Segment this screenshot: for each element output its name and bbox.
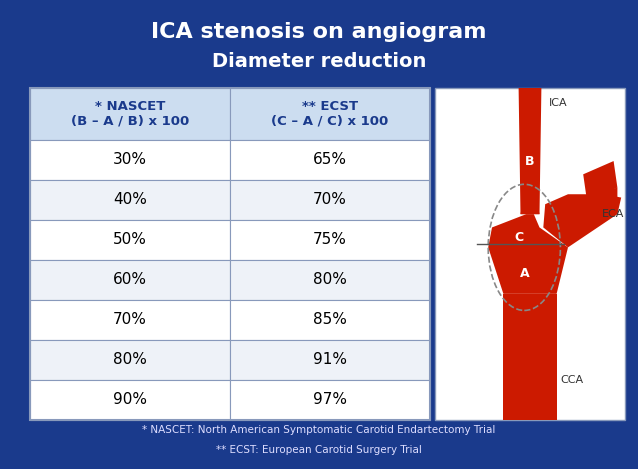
- Text: A: A: [519, 267, 529, 280]
- Text: * NASCET: North American Symptomatic Carotid Endartectomy Trial: * NASCET: North American Symptomatic Car…: [142, 425, 496, 435]
- Bar: [30, 88, 230, 140]
- Bar: [230, 140, 430, 180]
- Bar: [30, 140, 230, 180]
- Text: 60%: 60%: [113, 272, 147, 287]
- Text: 50%: 50%: [113, 233, 147, 248]
- Bar: [435, 88, 625, 420]
- Text: 70%: 70%: [313, 192, 347, 207]
- Text: ** ECST: European Carotid Surgery Trial: ** ECST: European Carotid Surgery Trial: [216, 445, 422, 455]
- Polygon shape: [544, 188, 618, 247]
- Text: ** ECST
(C – A / C) x 100: ** ECST (C – A / C) x 100: [271, 100, 389, 128]
- Bar: [30, 260, 230, 300]
- Text: CCA: CCA: [560, 375, 584, 385]
- Text: ICA: ICA: [549, 98, 568, 108]
- Polygon shape: [521, 194, 540, 214]
- Bar: [30, 180, 230, 220]
- Text: 40%: 40%: [113, 192, 147, 207]
- Bar: [230, 340, 430, 380]
- Bar: [230, 380, 430, 420]
- Bar: [230, 300, 430, 340]
- Text: 30%: 30%: [113, 152, 147, 167]
- Bar: [30, 88, 430, 420]
- Polygon shape: [488, 214, 568, 294]
- Bar: [30, 380, 230, 420]
- Bar: [30, 220, 230, 260]
- Text: 80%: 80%: [113, 353, 147, 368]
- Polygon shape: [583, 161, 618, 201]
- Polygon shape: [503, 294, 556, 420]
- Polygon shape: [598, 194, 621, 214]
- Text: ICA stenosis on angiogram: ICA stenosis on angiogram: [151, 22, 487, 42]
- Text: 65%: 65%: [313, 152, 347, 167]
- Text: 85%: 85%: [313, 312, 347, 327]
- Text: 97%: 97%: [313, 393, 347, 408]
- Text: Diameter reduction: Diameter reduction: [212, 52, 426, 71]
- Bar: [30, 300, 230, 340]
- Text: 91%: 91%: [313, 353, 347, 368]
- Text: 75%: 75%: [313, 233, 347, 248]
- Text: ECA: ECA: [602, 209, 625, 219]
- Bar: [30, 340, 230, 380]
- Bar: [230, 180, 430, 220]
- Bar: [230, 88, 430, 140]
- Text: 90%: 90%: [113, 393, 147, 408]
- Text: B: B: [525, 155, 535, 167]
- Text: 80%: 80%: [313, 272, 347, 287]
- Bar: [230, 260, 430, 300]
- Text: * NASCET
(B – A / B) x 100: * NASCET (B – A / B) x 100: [71, 100, 189, 128]
- Text: 70%: 70%: [113, 312, 147, 327]
- Bar: [230, 220, 430, 260]
- Text: C: C: [514, 231, 523, 244]
- Polygon shape: [519, 88, 542, 214]
